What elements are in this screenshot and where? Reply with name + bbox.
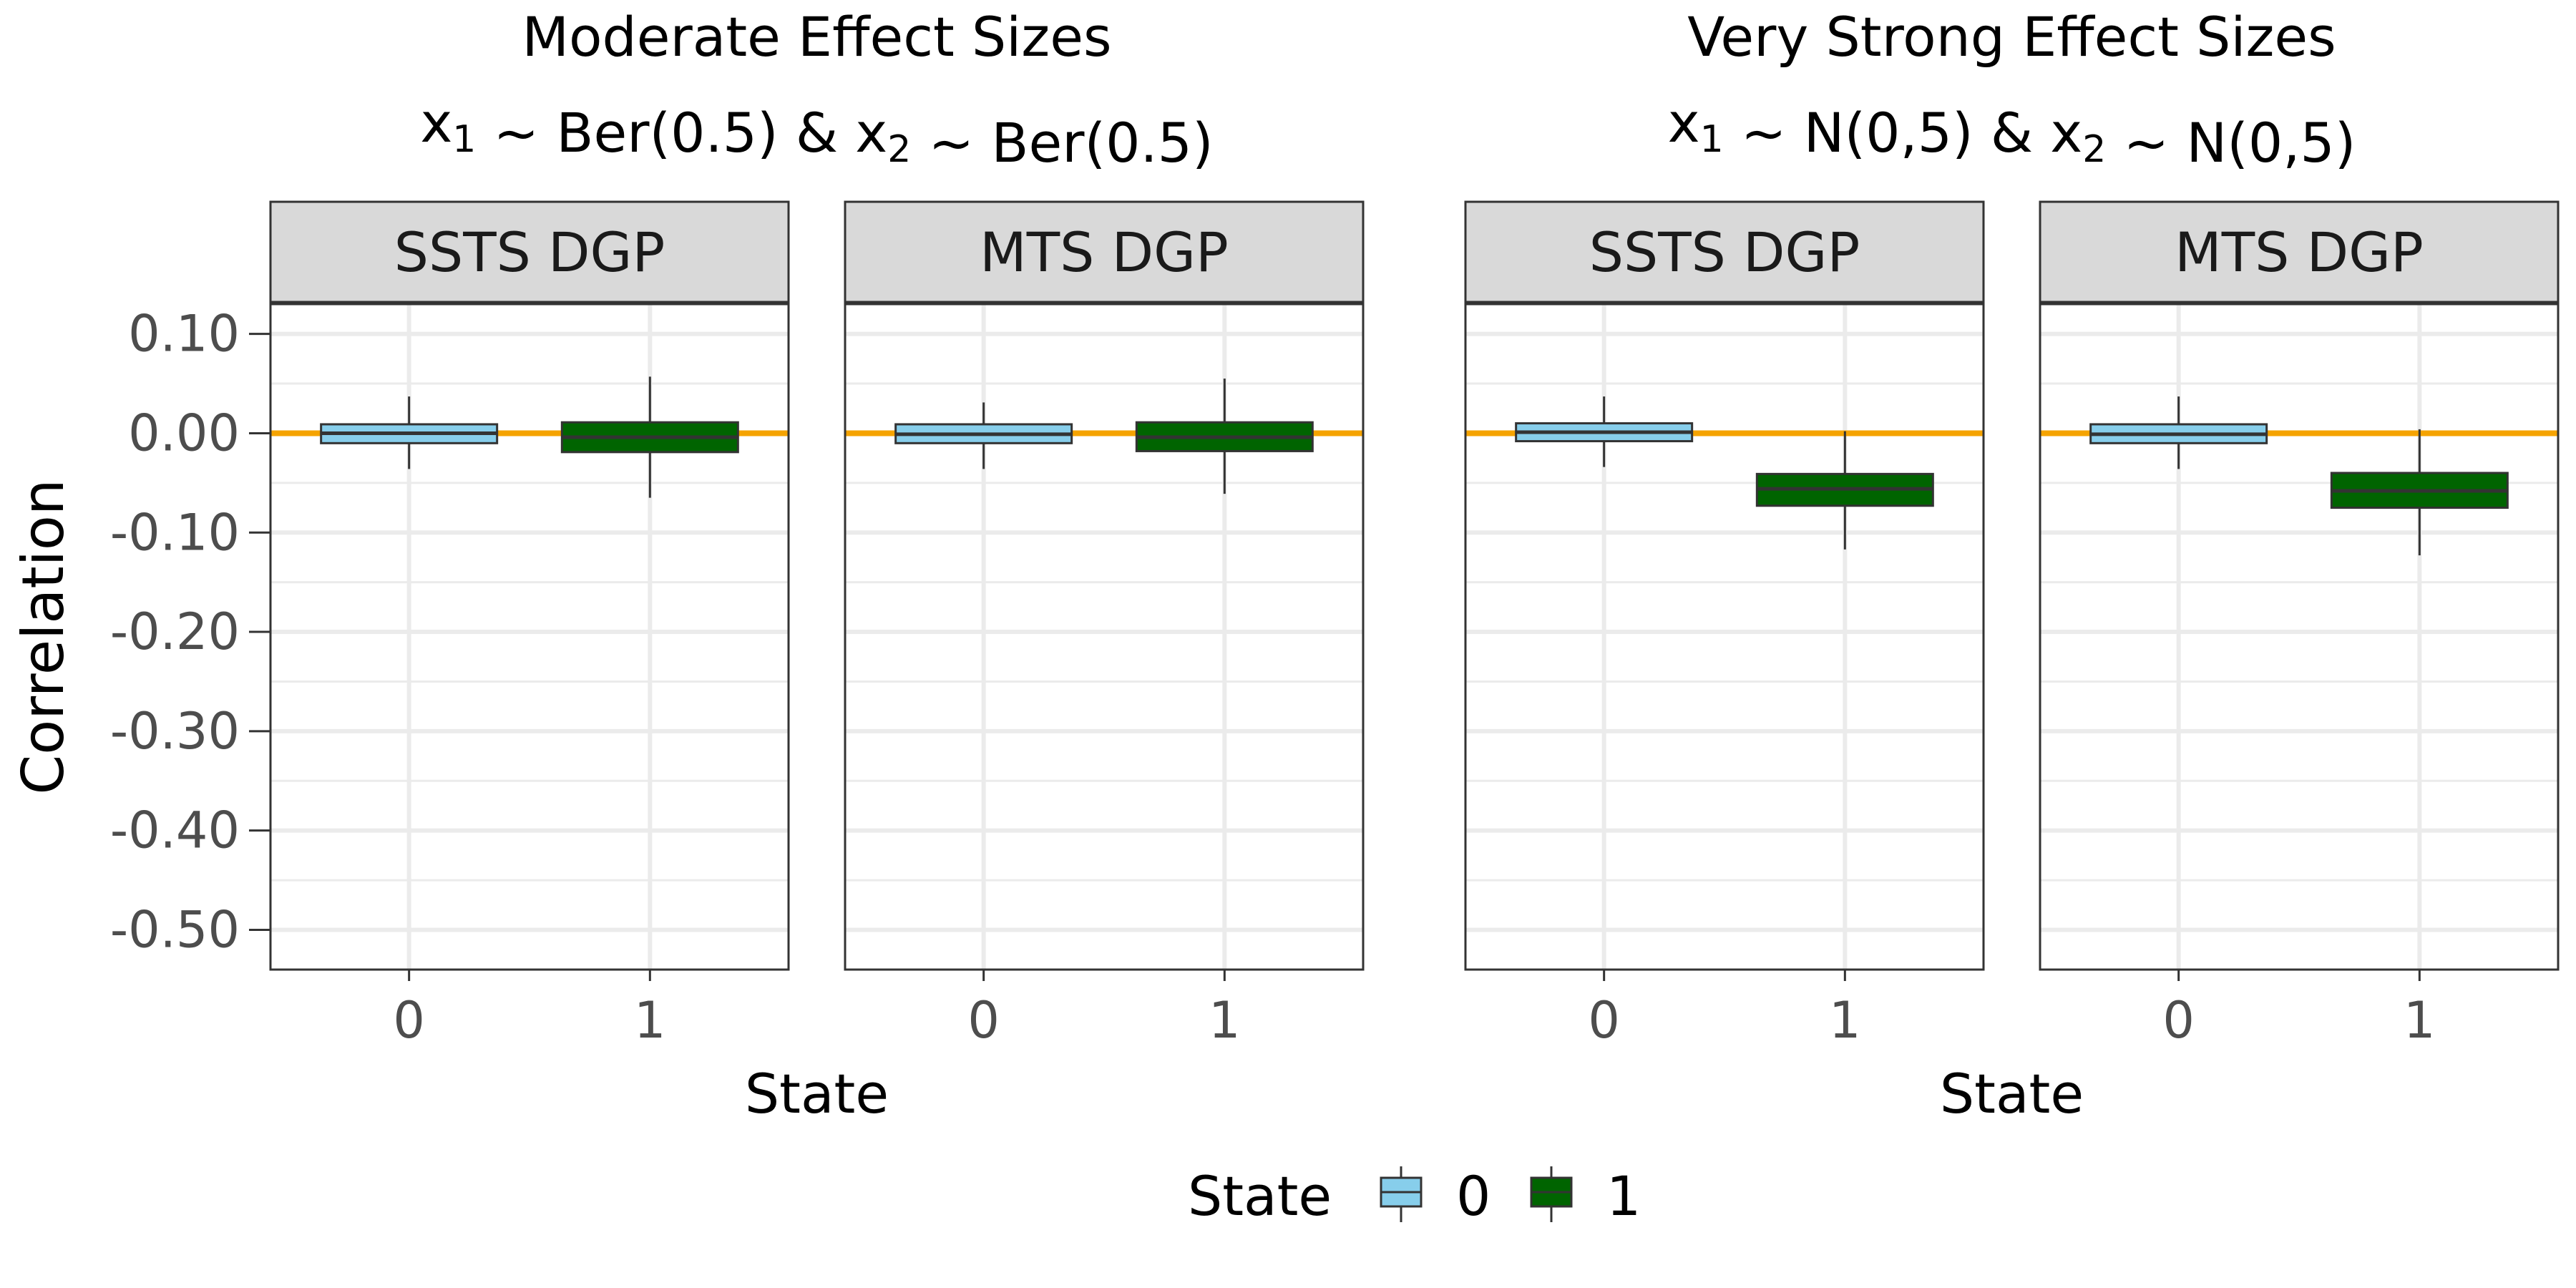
y-tick-label: 0.10 — [128, 305, 240, 364]
panel-border — [1464, 303, 1985, 971]
y-tick-label: -0.10 — [110, 503, 240, 562]
panel-background — [270, 304, 789, 970]
subtitle-text: x — [420, 91, 452, 155]
subscript-text: 2 — [2082, 128, 2106, 171]
panel-strip — [2039, 200, 2560, 303]
x-tick-label: 0 — [967, 991, 1000, 1050]
panel-strip-label: SSTS DGP — [394, 220, 665, 284]
group-title: Very Strong Effect Sizes — [1687, 5, 2336, 69]
subtitle-text: x — [1668, 91, 1700, 155]
y-tick-label: -0.30 — [110, 702, 240, 761]
x-tick-label: 0 — [393, 991, 425, 1050]
subtitle-text: x — [855, 101, 887, 165]
panel-border — [269, 303, 790, 971]
group-title: Moderate Effect Sizes — [522, 5, 1111, 69]
x-axis-title: State — [745, 1062, 889, 1126]
subscript-text: 1 — [452, 118, 476, 161]
subscript-text: 1 — [1700, 118, 1724, 161]
group-subtitle: x1 ~ N(0,5) & x2 ~ N(0,5) — [1668, 91, 2356, 175]
panel-strip — [269, 200, 790, 303]
panel-border — [2039, 303, 2560, 971]
subtitle-text: ~ N(0,5) — [2106, 111, 2356, 175]
group-subtitle: x1 ~ Ber(0.5) & x2 ~ Ber(0.5) — [420, 91, 1213, 175]
x-tick-label: 1 — [2404, 991, 2436, 1050]
y-tick-label: -0.20 — [110, 602, 240, 661]
subscript-text: 2 — [887, 128, 911, 171]
x-tick-label: 0 — [2162, 991, 2195, 1050]
y-tick-label: -0.40 — [110, 801, 240, 860]
x-tick-label: 1 — [1209, 991, 1241, 1050]
x-tick-label: 0 — [1588, 991, 1620, 1050]
panel-background — [1465, 304, 1984, 970]
subtitle-text: x — [2050, 101, 2082, 165]
panel-strip-label: MTS DGP — [980, 220, 1229, 284]
y-tick-label: -0.50 — [110, 900, 240, 959]
panel-strip — [844, 200, 1365, 303]
x-tick-label: 1 — [1829, 991, 1861, 1050]
legend-label: 0 — [1456, 1164, 1491, 1228]
y-axis-title: Correlation — [10, 479, 77, 794]
panel-border — [844, 303, 1365, 971]
panel-strip-label: SSTS DGP — [1589, 220, 1860, 284]
x-tick-label: 1 — [634, 991, 666, 1050]
panel-strip-label: MTS DGP — [2175, 220, 2424, 284]
y-tick-label: 0.00 — [128, 404, 240, 462]
panel-strip — [1464, 200, 1985, 303]
subtitle-text: ~ N(0,5) & — [1724, 101, 2051, 165]
subtitle-text: ~ Ber(0.5) & — [476, 101, 855, 165]
panel-background — [845, 304, 1363, 970]
subtitle-text: ~ Ber(0.5) — [911, 111, 1213, 175]
legend-title: State — [1188, 1164, 1332, 1228]
legend-label: 1 — [1606, 1164, 1641, 1228]
panel-background — [2040, 304, 2558, 970]
x-axis-title: State — [1940, 1062, 2084, 1126]
